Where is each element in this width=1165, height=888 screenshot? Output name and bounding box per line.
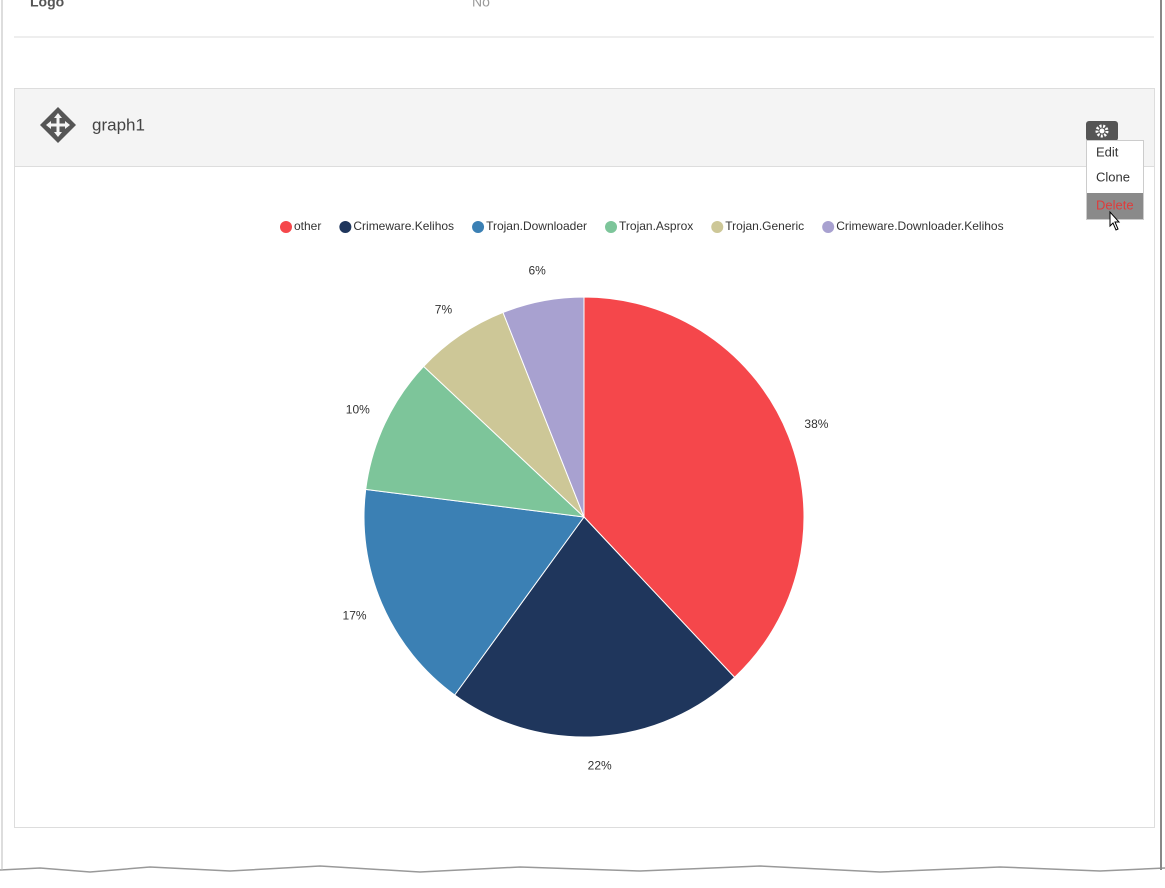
data-label: 6% [528,264,546,278]
data-label: 17% [343,608,367,622]
legend-label[interactable]: Trojan.Downloader [486,219,587,233]
menu-item[interactable]: Clone [1096,169,1130,184]
menu-highlight [1087,193,1143,219]
data-label: 10% [346,403,370,417]
legend-swatch[interactable] [822,221,835,233]
menu-item[interactable]: Delete [1096,197,1134,212]
legend-swatch[interactable] [711,221,724,233]
torn-edge [0,865,1165,873]
header-value: No [472,0,490,10]
header-label: Logo [30,0,64,10]
data-label: 7% [435,302,453,316]
move-icon[interactable] [40,107,76,143]
legend-swatch[interactable] [472,221,485,233]
data-label: 22% [588,759,612,773]
pie-slice[interactable] [365,365,586,518]
pie-slice[interactable] [583,296,805,679]
panel-title: graph1 [92,115,145,134]
legend-label[interactable]: Crimeware.Kelihos [353,219,454,233]
panel-header [15,89,1154,166]
legend-label[interactable]: Trojan.Generic [725,219,804,233]
pie-slice[interactable] [453,516,736,738]
legend-label[interactable]: Crimeware.Downloader.Kelihos [836,219,1003,233]
legend-label[interactable]: Trojan.Asprox [619,219,693,233]
legend-swatch[interactable] [280,221,292,233]
legend-swatch[interactable] [339,221,352,233]
legend-swatch[interactable] [605,221,618,233]
pie-slice[interactable] [363,488,585,696]
menu-item[interactable]: Edit [1096,144,1119,159]
legend-label[interactable]: other [294,219,321,233]
settings-button[interactable] [1086,121,1118,141]
data-label: 38% [804,417,828,431]
cursor [1109,210,1121,231]
pie-slice[interactable] [502,296,585,518]
